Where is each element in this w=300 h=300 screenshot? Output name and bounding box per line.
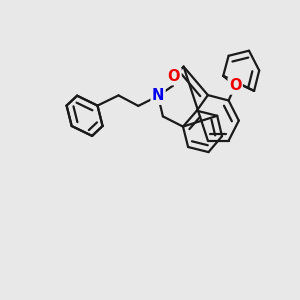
Text: O: O <box>229 78 242 93</box>
Text: O: O <box>168 69 180 84</box>
Text: N: N <box>152 88 164 104</box>
